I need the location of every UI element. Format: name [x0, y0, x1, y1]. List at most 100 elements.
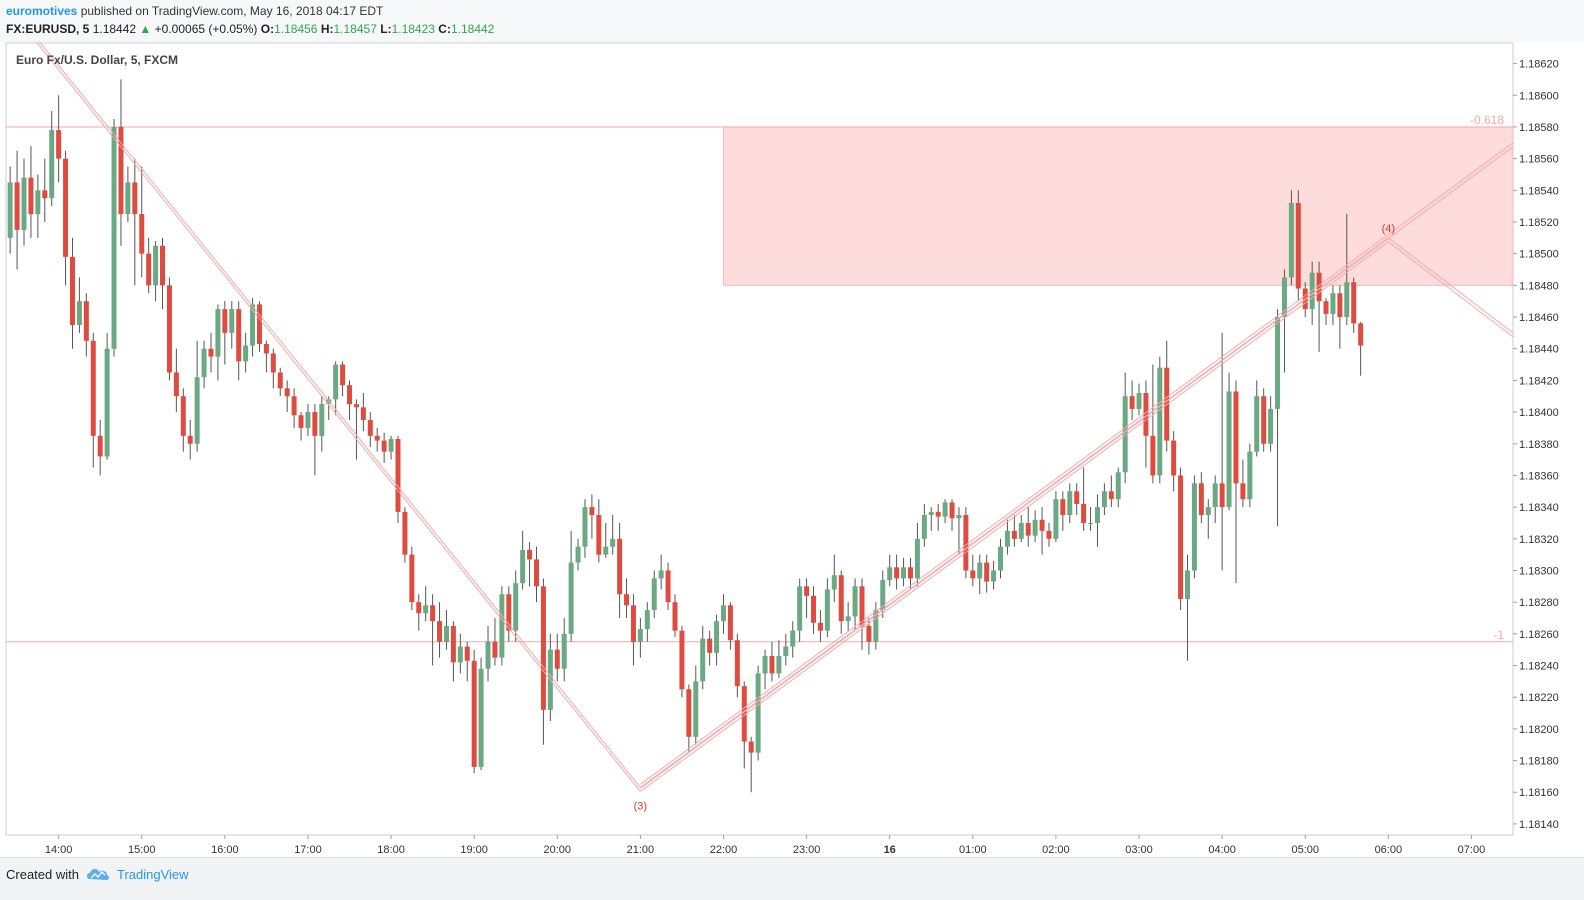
candle-body	[1136, 393, 1142, 409]
candle-body	[353, 404, 359, 408]
y-tick-label: 1.18460	[1519, 312, 1559, 324]
high-label: H:	[320, 22, 334, 36]
y-tick-label: 1.18320	[1519, 534, 1559, 546]
fib-level-label: -1	[1493, 628, 1504, 642]
y-tick-label: 1.18160	[1519, 787, 1559, 799]
candle-body	[492, 641, 498, 658]
candle-body	[1178, 475, 1184, 599]
candle-body	[755, 673, 761, 753]
candle-body	[256, 304, 262, 344]
candle-body	[672, 602, 678, 631]
candle-body	[907, 567, 913, 579]
candle-body	[1275, 317, 1281, 409]
candle-body	[499, 594, 505, 658]
candle-body	[139, 214, 145, 254]
candle-body	[720, 605, 726, 622]
candle-body	[1025, 522, 1031, 536]
x-tick-label: 03:00	[1125, 844, 1153, 856]
candle-body	[1226, 391, 1232, 508]
candle-body	[533, 559, 539, 587]
tradingview-cloud-icon[interactable]	[86, 866, 110, 882]
x-tick-label: 21:00	[627, 844, 655, 856]
candle-body	[575, 546, 581, 563]
candle-body	[582, 507, 588, 547]
candle-body	[1094, 507, 1100, 523]
candle-body	[817, 622, 823, 631]
trend-line-parallel	[5, 3, 641, 792]
price-change: +0.00065 (+0.05%)	[154, 22, 258, 36]
candle-body	[298, 415, 304, 428]
candle-body	[1039, 519, 1045, 531]
candle-body	[651, 578, 657, 611]
low-label: L:	[380, 22, 392, 36]
candle-body	[1281, 277, 1287, 318]
x-tick-label: 14:00	[45, 844, 73, 856]
candle-body	[1081, 503, 1087, 523]
candle-body	[776, 656, 782, 674]
candle-body	[811, 595, 817, 623]
candle-body	[49, 130, 55, 199]
candle-body	[942, 502, 948, 517]
candle-body	[312, 412, 318, 436]
author-link[interactable]: euromotives	[6, 4, 78, 18]
candle-body	[984, 562, 990, 582]
y-tick-label: 1.18400	[1519, 407, 1559, 419]
candle-body	[977, 562, 983, 579]
candle-body	[769, 656, 775, 674]
candle-body	[457, 646, 463, 663]
candle-body	[118, 126, 124, 215]
candle-body	[194, 377, 200, 444]
candle-body	[395, 439, 401, 512]
candle-body	[561, 633, 567, 669]
candle-body	[132, 182, 138, 215]
candle-body	[949, 502, 955, 519]
candle-body	[852, 586, 858, 617]
x-tick-label: 04:00	[1208, 844, 1236, 856]
y-tick-label: 1.18180	[1519, 756, 1559, 768]
candle-body	[1101, 491, 1107, 508]
candle-body	[914, 538, 920, 579]
candle-body	[1143, 393, 1149, 436]
candle-body	[367, 419, 373, 436]
candle-body	[859, 586, 865, 626]
candle-body	[437, 621, 443, 642]
candle-body	[686, 689, 692, 737]
candle-body	[831, 575, 837, 590]
published-text: published on TradingView.com, May 16, 20…	[77, 4, 384, 18]
candle-body	[485, 641, 491, 669]
candle-body	[1295, 202, 1301, 289]
candle-body	[63, 158, 69, 257]
x-tick-label: 16:00	[211, 844, 239, 856]
x-tick-label: 18:00	[377, 844, 405, 856]
y-tick-label: 1.18440	[1519, 344, 1559, 356]
y-tick-label: 1.18580	[1519, 122, 1559, 134]
candle-body	[1212, 483, 1218, 508]
candle-body	[610, 538, 616, 547]
candle-body	[901, 567, 907, 579]
candle-body	[845, 616, 851, 622]
candle-body	[506, 594, 512, 631]
candle-body	[347, 385, 353, 405]
footer: Created with TradingView	[0, 857, 1584, 900]
publish-info: euromotives published on TradingView.com…	[6, 4, 383, 18]
candle-body	[1157, 367, 1163, 476]
chart-area[interactable]: -0.618 -1 (3) (4) 1.18620 1.18600 1.18580 1.185…	[0, 0, 1584, 857]
x-tick-label: 19:00	[460, 844, 488, 856]
candle-body	[741, 686, 747, 742]
price-chart[interactable]: -0.618 -1 (3) (4) 1.18620 1.18600 1.18580 1.185…	[0, 0, 1584, 857]
x-tick-label: 15:00	[128, 844, 156, 856]
candle-body	[1351, 282, 1357, 324]
y-tick-label: 1.18380	[1519, 439, 1559, 451]
tradingview-brand[interactable]: TradingView	[117, 867, 189, 882]
y-tick-label: 1.18260	[1519, 629, 1559, 641]
candle-body	[173, 372, 179, 397]
candle-body	[658, 570, 664, 579]
candle-body	[1330, 293, 1336, 314]
candle-body	[443, 625, 449, 642]
candle-body	[1268, 408, 1274, 444]
candle-body	[1088, 522, 1094, 524]
candle-body	[603, 546, 609, 555]
candle-body	[83, 301, 89, 341]
last-price: 1.18442	[92, 22, 137, 36]
candle-body	[14, 182, 20, 230]
